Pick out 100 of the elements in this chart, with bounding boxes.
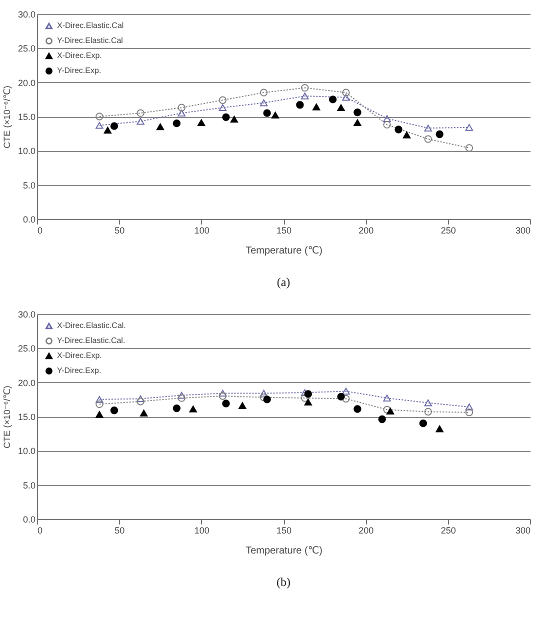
point (136, 395, 144, 402)
legend-label: X-Direc.Exp. (57, 351, 102, 360)
point (312, 104, 320, 110)
point (189, 406, 197, 412)
legend-label: X-Direc.Elastic.Cal (57, 21, 124, 30)
point (386, 408, 394, 414)
point (328, 96, 337, 104)
point (424, 408, 432, 416)
point (238, 402, 246, 409)
point (424, 399, 432, 406)
point (342, 388, 350, 395)
point (172, 404, 181, 412)
x-tick-label: 300 (515, 526, 530, 536)
legend-label: Y-Direc.Exp. (57, 366, 102, 375)
point (354, 405, 362, 413)
x-tick-label: 0 (38, 526, 43, 536)
point (178, 104, 186, 112)
x-axis-title: Temperature (℃) (246, 246, 322, 256)
point (296, 101, 304, 109)
x-tick-label: 50 (114, 526, 125, 536)
point (337, 392, 345, 401)
point (424, 135, 432, 143)
point (419, 419, 428, 428)
point (383, 120, 391, 129)
point (260, 99, 268, 106)
point (230, 116, 238, 123)
y-tick-label: 25.0 (18, 344, 36, 354)
point (222, 113, 230, 122)
point (402, 132, 411, 138)
y-tick-label: 5.0 (22, 480, 36, 490)
x-tick-label: 100 (194, 226, 210, 236)
y-tick-label: 10.0 (18, 446, 36, 456)
point (337, 104, 345, 112)
point (383, 394, 391, 402)
point (260, 88, 268, 96)
text: (a) (276, 275, 290, 289)
point (96, 396, 104, 403)
point (383, 406, 391, 414)
y-tick-label: 30.0 (18, 310, 36, 320)
legend-label: X-Direc.Elastic.Cal. (57, 321, 126, 330)
point (260, 394, 268, 402)
point (263, 396, 271, 404)
y-tick-label: 0.0 (22, 214, 36, 224)
x-tick-label: 0 (38, 226, 43, 236)
legend-label: Y-Direc.Elastic.Cal. (57, 336, 126, 345)
y-tick-label: 15.0 (18, 112, 36, 122)
point (383, 115, 391, 122)
y-tick-label: 15.0 (18, 412, 36, 422)
x-tick-label: 250 (440, 226, 456, 236)
x-tick-label: 200 (358, 526, 374, 536)
point (271, 112, 280, 119)
point (96, 400, 104, 408)
point (222, 400, 230, 408)
point (465, 124, 474, 131)
x-tick-label: 150 (276, 226, 292, 236)
x-tick-label: 150 (276, 526, 292, 536)
x-tick-label: 300 (515, 226, 530, 236)
point (301, 92, 309, 100)
point (218, 104, 227, 112)
point (436, 130, 444, 138)
point (110, 406, 118, 414)
point (136, 398, 144, 406)
point (178, 392, 186, 399)
x-tick-label: 250 (440, 526, 456, 536)
point (218, 96, 227, 104)
x-tick-label: 100 (194, 526, 210, 536)
point (104, 126, 112, 134)
y-tick-label: 30.0 (18, 10, 36, 20)
y-tick-label: 20.0 (18, 378, 36, 388)
point (96, 112, 104, 120)
point (110, 122, 118, 130)
x-tick-label: 200 (358, 226, 374, 236)
point (465, 144, 474, 152)
y-axis-title: CTE (×10⁻⁶/℃) (2, 86, 12, 148)
point (172, 119, 181, 128)
text: (b) (276, 575, 290, 589)
y-tick-label: 5.0 (22, 180, 36, 190)
point (178, 110, 186, 116)
point (304, 390, 312, 398)
y-tick-label: 10.0 (18, 146, 36, 156)
point (156, 123, 164, 130)
point (178, 394, 186, 402)
point (354, 119, 362, 126)
point (260, 390, 268, 397)
point (263, 109, 271, 117)
point (218, 390, 227, 397)
point (465, 404, 474, 410)
point (424, 124, 432, 132)
x-axis-title: Temperature (℃) (246, 546, 322, 556)
point (96, 411, 104, 418)
point (96, 122, 104, 129)
legend-label: X-Direc.Exp. (57, 51, 102, 60)
point (304, 398, 312, 406)
legend-label: Y-Direc.Elastic.Cal (57, 36, 124, 45)
point (342, 94, 350, 101)
x-tick-label: 50 (114, 226, 125, 236)
point (301, 84, 309, 92)
point (378, 415, 386, 424)
point (342, 88, 350, 96)
y-axis-title: CTE (×10⁻⁶/℃) (2, 386, 12, 448)
